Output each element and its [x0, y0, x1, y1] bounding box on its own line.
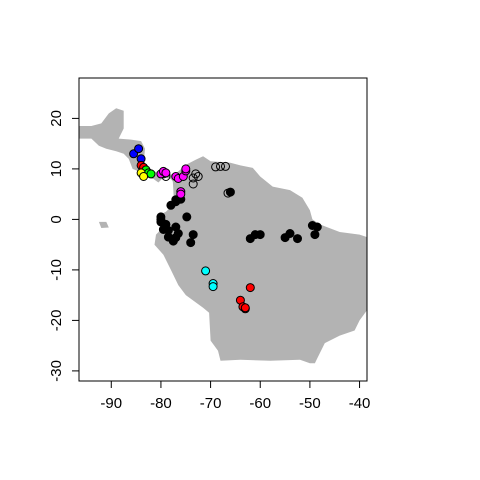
data-point	[221, 161, 230, 171]
y-tick-label: 0	[48, 215, 65, 223]
data-point	[285, 229, 295, 238]
data-point	[193, 172, 203, 181]
data-point	[181, 164, 191, 174]
y-tick-label: -20	[48, 310, 65, 332]
data-point	[188, 179, 198, 189]
data-point	[216, 161, 225, 171]
data-point	[245, 283, 255, 293]
land-polygon	[79, 108, 367, 364]
data-points-layer	[129, 144, 322, 314]
x-tick-label: -60	[249, 395, 271, 412]
x-tick-label: -80	[150, 395, 172, 412]
land-patch	[98, 221, 109, 228]
data-point	[310, 230, 320, 240]
data-point	[201, 266, 211, 276]
data-point	[173, 229, 183, 238]
x-tick-label: -70	[200, 395, 222, 412]
data-point	[168, 236, 178, 246]
data-point	[156, 212, 166, 222]
data-point	[139, 172, 149, 181]
data-point	[176, 189, 186, 199]
data-point	[146, 169, 156, 179]
x-tick-label: -90	[100, 395, 122, 412]
data-point	[188, 173, 198, 183]
land-map-layer	[79, 108, 367, 364]
y-tick-label: -10	[48, 259, 65, 281]
data-point	[161, 168, 171, 178]
data-point	[312, 222, 322, 232]
data-point	[223, 188, 233, 198]
y-tick-label: -30	[48, 360, 65, 382]
x-tick-label: -40	[349, 395, 371, 412]
data-point	[134, 144, 144, 154]
data-point	[255, 230, 265, 240]
data-point	[293, 234, 302, 244]
data-point	[186, 238, 196, 248]
y-tick-label: 20	[48, 110, 65, 127]
data-point	[182, 212, 192, 222]
data-point	[211, 162, 221, 172]
y-tick-label: 10	[48, 161, 65, 178]
x-tick-label: -50	[299, 395, 321, 412]
data-point	[188, 230, 198, 240]
y-axis: -30 -20 -10 0 10 20	[48, 110, 80, 382]
data-point	[240, 303, 250, 313]
data-point	[208, 282, 218, 292]
x-axis: -90 -80 -70 -60 -50 -40	[100, 380, 371, 412]
